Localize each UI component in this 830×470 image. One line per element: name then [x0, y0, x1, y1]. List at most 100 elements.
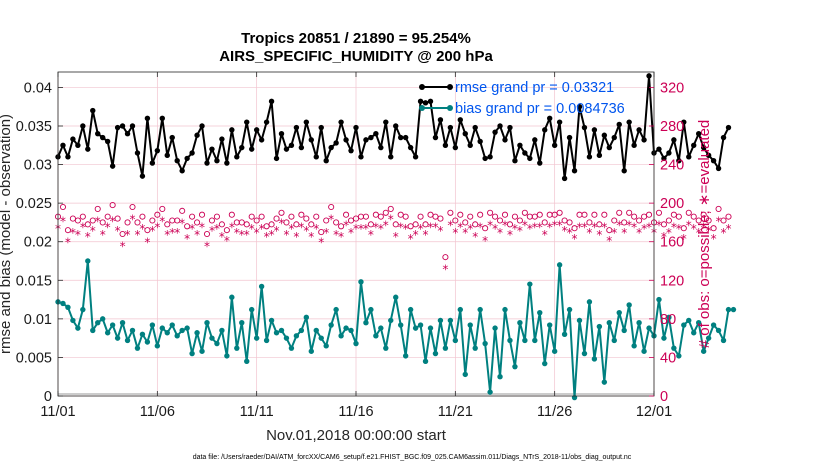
bias-point — [517, 320, 523, 326]
bias-point — [239, 320, 245, 326]
rmse-point — [492, 129, 498, 135]
bias-point — [70, 317, 76, 324]
rmse-point — [537, 160, 543, 166]
bias-point — [681, 322, 687, 328]
obs-possible-marker — [521, 209, 528, 216]
bias-point — [388, 317, 394, 324]
obs-evaluated-marker: * — [219, 230, 225, 244]
bias-point — [224, 353, 230, 359]
obs-evaluated-marker: * — [189, 222, 195, 236]
rmse-point — [547, 115, 553, 121]
obs-evaluated-marker: * — [701, 220, 707, 234]
obs-possible-marker — [665, 217, 672, 224]
bias-point — [497, 374, 503, 380]
obs-evaluated-marker: * — [562, 224, 568, 238]
obs-evaluated-marker: * — [601, 220, 607, 234]
rmse-point — [681, 119, 687, 125]
rmse-point — [452, 144, 459, 151]
obs-evaluated-marker: * — [432, 220, 438, 234]
obs-evaluated-marker: * — [452, 226, 458, 240]
obs-evaluated-marker: * — [323, 226, 329, 240]
rmse-point — [288, 142, 295, 148]
bias-point — [537, 309, 543, 316]
obs-evaluated-marker: * — [671, 220, 677, 234]
bias-point — [527, 281, 533, 287]
x-tick-label: 11/06 — [140, 404, 175, 420]
obs-possible-marker — [447, 209, 454, 216]
obs-evaluated-marker: * — [283, 228, 289, 242]
obs-evaluated-marker: * — [120, 240, 126, 254]
obs-possible-marker — [487, 209, 494, 216]
bias-point — [358, 279, 364, 285]
bias-point — [482, 340, 488, 347]
obs-evaluated-marker: * — [90, 224, 96, 238]
obs-evaluated-marker: * — [398, 220, 404, 234]
obs-evaluated-marker: * — [249, 222, 255, 236]
rmse-point — [363, 137, 369, 143]
obs-possible-marker — [596, 221, 603, 228]
bias-point — [596, 323, 603, 330]
bias-point — [104, 330, 111, 336]
obs-possible-marker — [412, 221, 419, 228]
rmse-point — [129, 123, 136, 129]
y-tick-label-left: 0.025 — [16, 196, 52, 212]
obs-possible-marker — [203, 230, 211, 238]
rmse-series — [55, 73, 732, 182]
obs-possible-marker — [159, 205, 166, 212]
obs-possible-marker — [218, 221, 225, 228]
obs-possible-marker — [283, 219, 290, 226]
obs-evaluated-marker: * — [512, 222, 518, 236]
obs-evaluated-marker: * — [596, 228, 602, 242]
rmse-point — [611, 134, 617, 141]
obs-evaluated-marker: * — [293, 230, 299, 244]
bias-point — [348, 327, 354, 334]
obs-evaluated-marker: * — [557, 218, 563, 232]
bias-point — [293, 333, 300, 339]
obs-evaluated-marker: * — [606, 234, 612, 248]
rmse-point — [159, 115, 165, 121]
obs-evaluated-marker: * — [661, 230, 667, 244]
bias-point — [234, 345, 240, 351]
bias-point — [393, 294, 399, 300]
rmse-point — [60, 142, 66, 148]
obs-possible-marker — [99, 219, 106, 226]
obs-possible-marker — [328, 203, 335, 211]
bias-point — [189, 350, 195, 357]
legend: rmse grand pr = 0.03321 bias grand pr = … — [419, 80, 625, 117]
obs-evaluated-marker: * — [279, 216, 285, 230]
obs-possible-marker — [174, 217, 181, 224]
bias-point — [715, 327, 722, 334]
rmse-point — [398, 134, 404, 141]
rmse-point — [576, 104, 583, 110]
rmse-point — [686, 154, 692, 160]
obs-possible-marker — [516, 217, 523, 224]
y-tick-label-left: 0.01 — [24, 312, 52, 328]
rmse-point — [278, 131, 285, 137]
bias-point — [283, 335, 290, 341]
obs-possible-marker — [645, 211, 653, 218]
obs-possible-marker — [114, 215, 121, 222]
bias-point — [100, 316, 106, 322]
rmse-point — [164, 152, 170, 159]
rmse-point — [671, 137, 677, 143]
bias-point — [154, 343, 161, 349]
rmse-point — [606, 144, 612, 151]
obs-evaluated-marker: * — [348, 226, 354, 240]
obs-possible-marker — [313, 213, 320, 220]
bias-point — [164, 330, 170, 336]
rmse-point — [358, 154, 364, 160]
obs-possible-marker — [427, 211, 434, 218]
obs-evaluated-marker: * — [388, 213, 394, 227]
bias-point — [547, 322, 553, 328]
rmse-point — [427, 98, 434, 105]
obs-evaluated-marker: * — [244, 228, 250, 242]
obs-evaluated-marker: * — [408, 232, 414, 246]
rmse-point — [139, 173, 146, 179]
obs-evaluated-marker: * — [194, 228, 200, 242]
rmse-point — [283, 146, 290, 152]
obs-evaluated-marker: * — [159, 215, 165, 229]
bias-point — [477, 306, 483, 313]
rmse-point — [656, 146, 662, 152]
obs-possible-marker — [492, 213, 499, 220]
